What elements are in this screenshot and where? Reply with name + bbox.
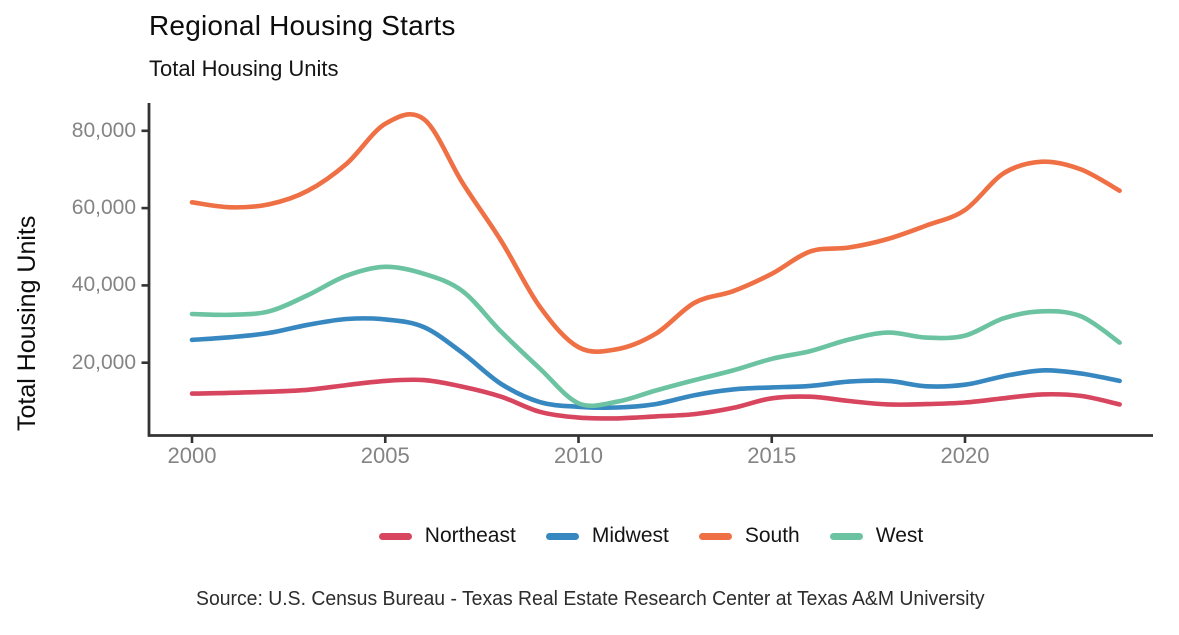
x-tick-label-2010: 2010 [554,443,603,468]
y-tick-label-60000: 60,000 [71,196,136,220]
legend-item-midwest: Midwest [545,524,669,548]
legend-label-midwest: Midwest [591,524,669,547]
source-note: Source: U.S. Census Bureau - Texas Real … [196,588,985,610]
legend-label-south: South [744,524,800,547]
chart-subtitle: Total Housing Units [149,56,339,81]
x-tick-label-2000: 2000 [167,443,217,468]
legend-swatch-west-icon [829,532,863,540]
y-tick-label-40000: 40,000 [71,273,136,297]
y-tick-label-80000: 80,000 [71,118,136,142]
x-tick-label-2020: 2020 [940,443,990,468]
y-tick-label-20000: 20,000 [71,350,136,374]
chart-title: Regional Housing Starts [149,10,456,41]
legend-item-south: South [698,524,800,548]
legend-swatch-northeast-icon [378,532,412,540]
line-northeast [189,377,1122,421]
legend-swatch-south-icon [698,532,732,540]
line-west [189,264,1122,409]
axis-lines [147,103,1153,437]
legend-swatch-midwest-icon [545,532,579,540]
legend-label-west: West [875,524,924,547]
legend-item-northeast: Northeast [378,524,516,548]
x-tick-label-2015: 2015 [747,443,797,468]
line-midwest [189,316,1122,411]
legend-item-west: West [829,524,924,548]
legend-label-northeast: Northeast [424,524,516,547]
line-south [189,112,1122,354]
legend: Northeast Midwest South West [149,522,1153,550]
x-tick-label-2005: 2005 [360,443,410,468]
